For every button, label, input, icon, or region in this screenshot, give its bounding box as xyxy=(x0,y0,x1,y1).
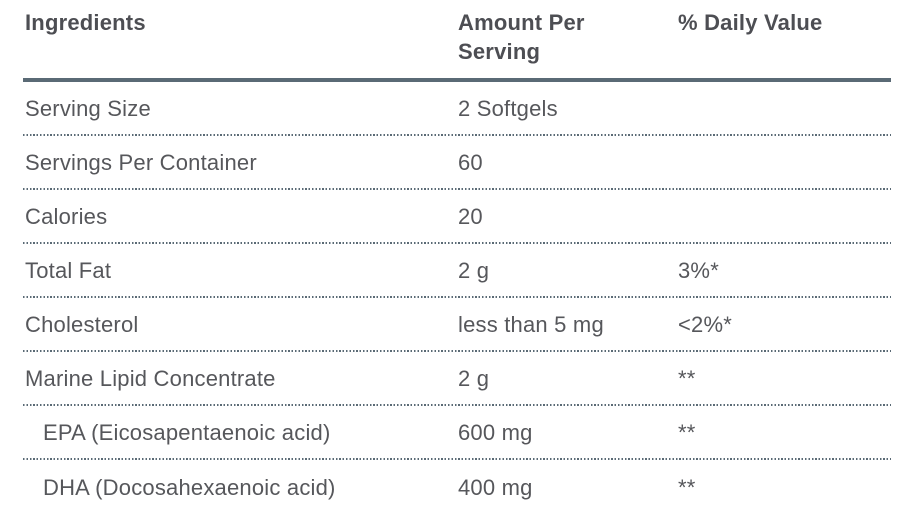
amount-cell: 2 Softgels xyxy=(458,96,558,121)
amount-cell: 400 mg xyxy=(458,475,533,500)
amount-cell: 2 g xyxy=(458,258,490,283)
table-row: Serving Size 2 Softgels xyxy=(23,82,891,136)
ingredient-cell: Serving Size xyxy=(25,96,151,121)
table-row: EPA (Eicosapentaenoic acid) 600 mg ** xyxy=(23,406,891,460)
table-row: Calories 20 xyxy=(23,190,891,244)
amount-cell: 2 g xyxy=(458,366,490,391)
ingredient-cell: Marine Lipid Concentrate xyxy=(25,366,276,391)
daily-value-cell: ** xyxy=(678,475,696,500)
amount-cell: 600 mg xyxy=(458,420,533,445)
column-header-amount-per-serving: Amount Per Serving xyxy=(458,10,585,64)
ingredient-cell: Cholesterol xyxy=(25,312,139,337)
amount-cell: 60 xyxy=(458,150,483,175)
daily-value-cell: <2%* xyxy=(678,312,733,337)
supplement-facts-table: Ingredients Amount Per Serving % Daily V… xyxy=(23,0,891,516)
column-header-ingredients: Ingredients xyxy=(25,10,146,35)
amount-cell: less than 5 mg xyxy=(458,312,604,337)
ingredient-cell: Total Fat xyxy=(25,258,112,283)
table-row: Marine Lipid Concentrate 2 g ** xyxy=(23,352,891,406)
ingredient-cell: EPA (Eicosapentaenoic acid) xyxy=(43,420,331,445)
daily-value-cell: ** xyxy=(678,420,696,445)
daily-value-cell: 3%* xyxy=(678,258,719,283)
table-row: DHA (Docosahexaenoic acid) 400 mg ** xyxy=(23,460,891,516)
daily-value-cell: ** xyxy=(678,366,696,391)
ingredient-cell: DHA (Docosahexaenoic acid) xyxy=(43,475,336,500)
table-row: Total Fat 2 g 3%* xyxy=(23,244,891,298)
column-header-daily-value: % Daily Value xyxy=(678,10,823,35)
ingredient-cell: Servings Per Container xyxy=(25,150,257,175)
table-row: Servings Per Container 60 xyxy=(23,136,891,190)
table-row: Cholesterol less than 5 mg <2%* xyxy=(23,298,891,352)
ingredient-cell: Calories xyxy=(25,204,108,229)
table-header-row: Ingredients Amount Per Serving % Daily V… xyxy=(23,0,891,82)
amount-cell: 20 xyxy=(458,204,483,229)
